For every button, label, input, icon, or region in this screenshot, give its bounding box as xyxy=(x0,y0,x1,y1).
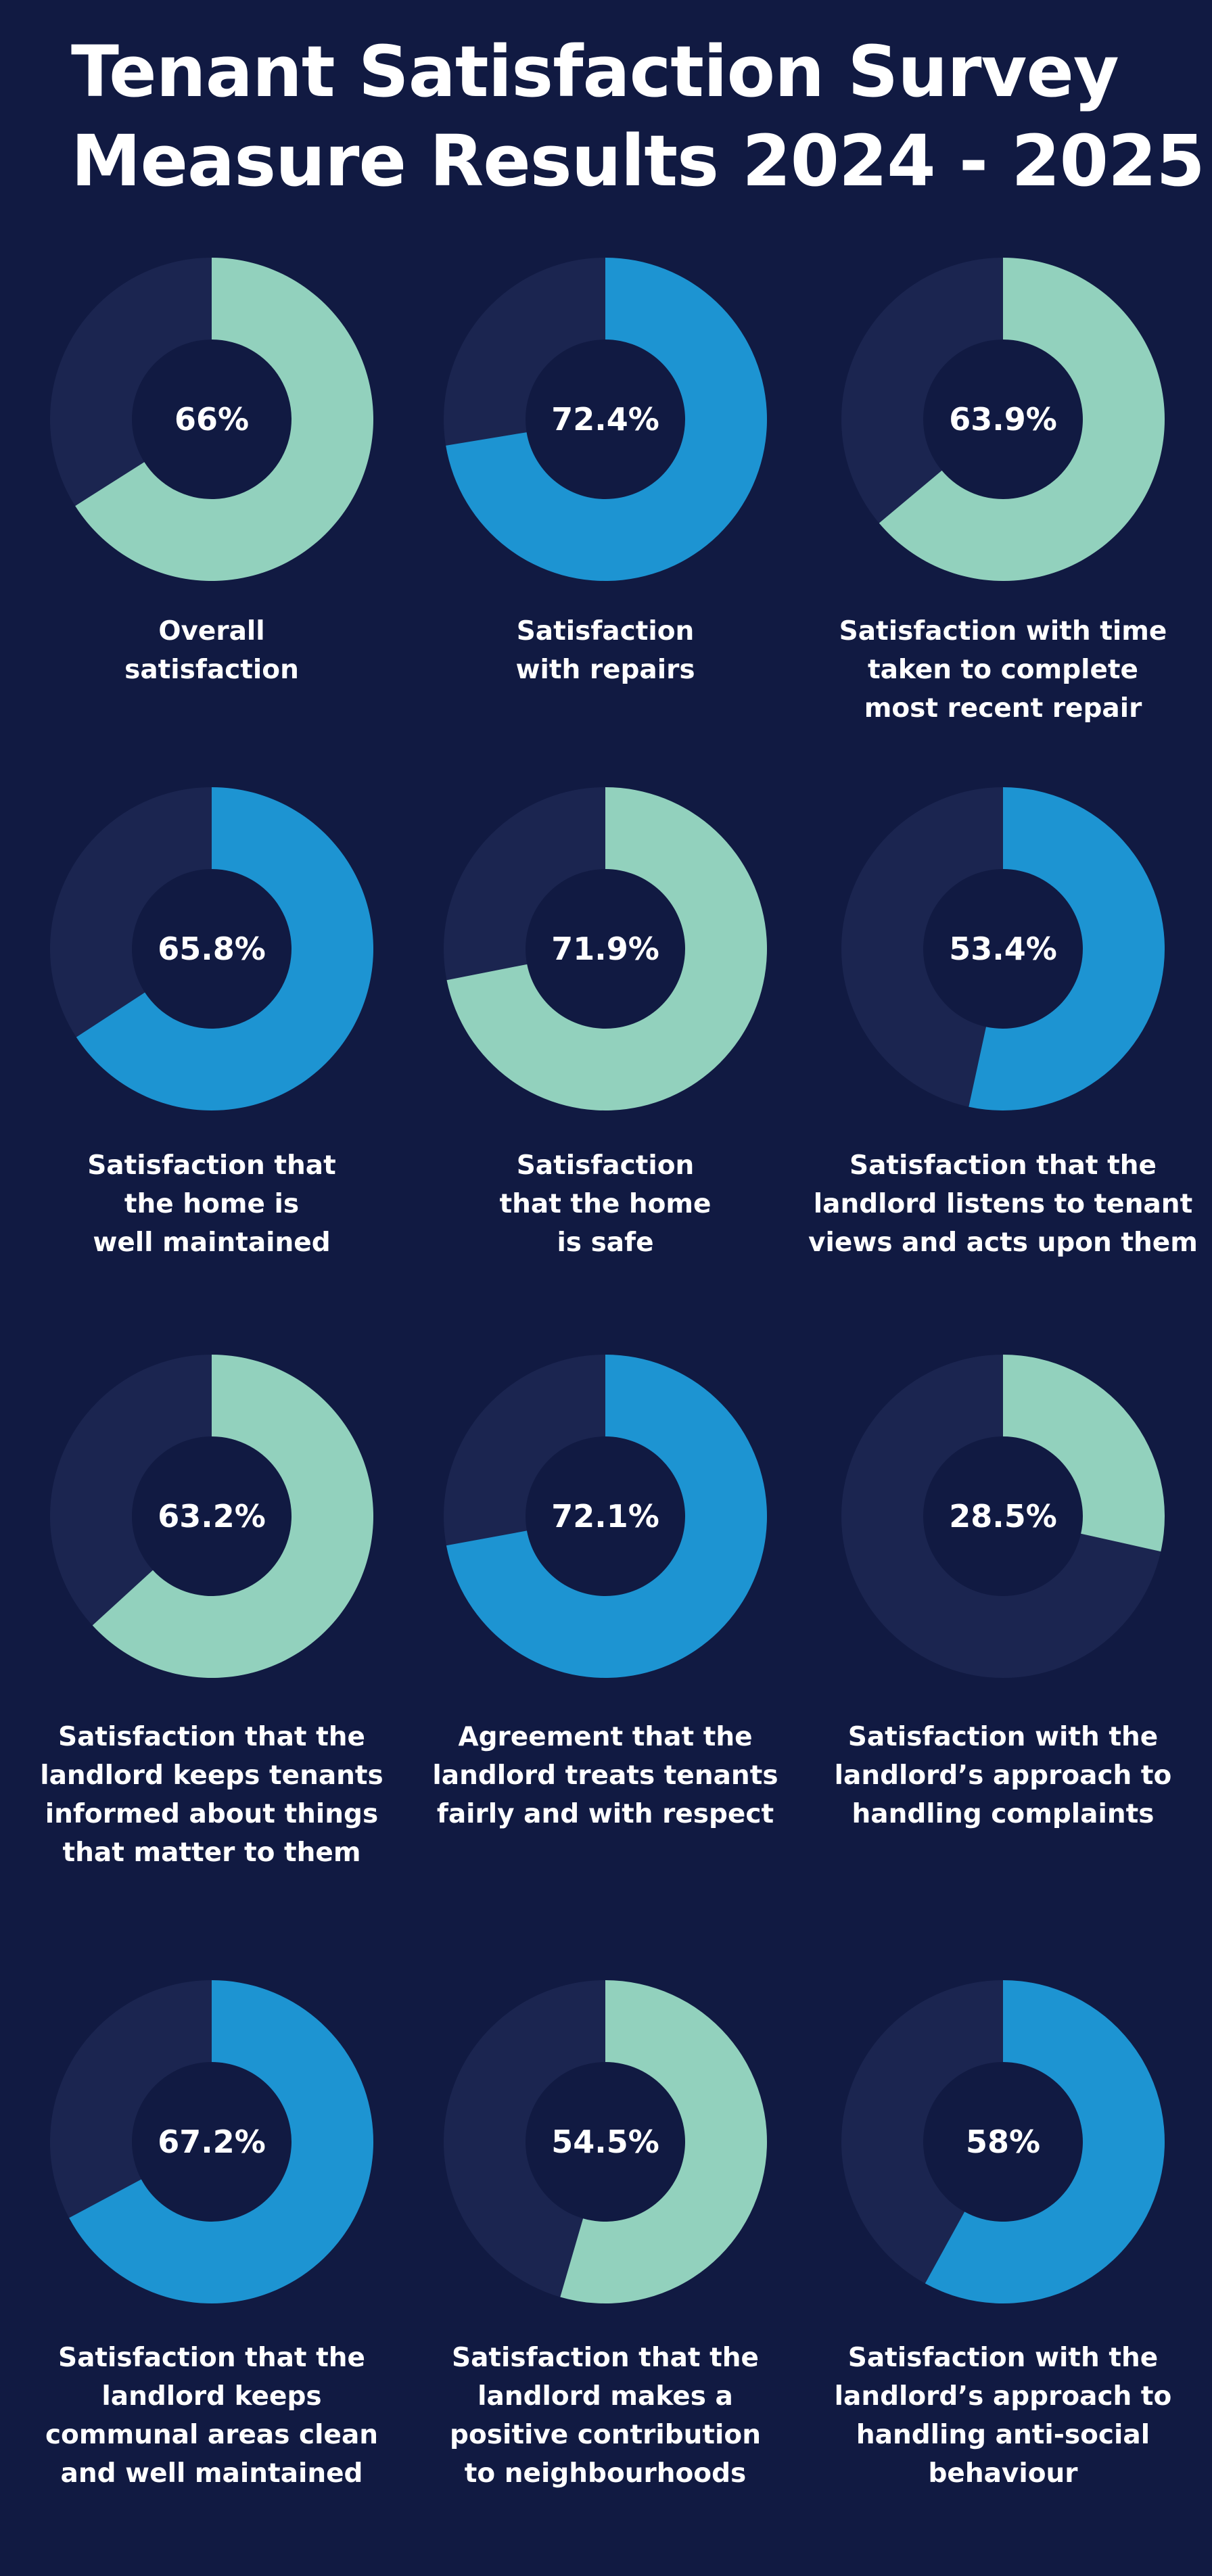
donut-chart-3: 63.9% xyxy=(841,258,1165,581)
donut-value-segment xyxy=(879,258,1165,581)
donut-percent-label: 66% xyxy=(174,401,249,438)
donut-value-segment xyxy=(69,1980,374,2303)
donut-value-segment xyxy=(1003,1355,1165,1552)
donut-percent-label: 65.8% xyxy=(158,931,266,967)
donut-value-segment xyxy=(75,258,373,581)
donut-caption: Satisfaction that the home is safe xyxy=(499,1150,712,1258)
donut-value-segment xyxy=(560,1980,767,2303)
donut-chart-2: 72.4% xyxy=(444,258,767,582)
donut-chart-9: 28.5% xyxy=(841,1355,1165,1678)
donut-caption: Satisfaction that the landlord listens t… xyxy=(808,1150,1198,1258)
donut-percent-label: 67.2% xyxy=(158,2124,266,2160)
donut-caption: Satisfaction with the landlord’s approac… xyxy=(834,2343,1172,2489)
donut-caption: Satisfaction that the landlord makes a p… xyxy=(450,2343,761,2489)
donut-chart-6: 53.4% xyxy=(841,787,1165,1110)
donut-value-segment xyxy=(969,787,1165,1110)
page-title: Tenant Satisfaction Survey Measure Resul… xyxy=(71,27,1205,206)
donut-caption: Satisfaction with the landlord’s approac… xyxy=(834,1722,1172,1829)
donut-caption: Satisfaction with time taken to complete… xyxy=(839,616,1167,724)
donut-value-segment xyxy=(925,1980,1165,2303)
donut-percent-label: 63.2% xyxy=(158,1498,266,1535)
donut-chart-4: 65.8% xyxy=(50,787,373,1110)
donut-caption: Satisfaction that the landlord keeps com… xyxy=(45,2343,379,2489)
donut-caption: Agreement that the landlord treats tenan… xyxy=(432,1722,778,1829)
page-title-line-1: Tenant Satisfaction Survey xyxy=(71,30,1119,113)
donut-percent-label: 72.1% xyxy=(551,1498,659,1535)
donut-caption: Satisfaction that the landlord keeps ten… xyxy=(40,1722,383,1868)
donut-value-segment xyxy=(446,1355,767,1678)
donut-caption: Overall satisfaction xyxy=(124,616,299,685)
donut-value-segment xyxy=(92,1355,373,1678)
donut-percent-label: 72.4% xyxy=(551,401,659,438)
donut-value-segment xyxy=(446,258,767,582)
donut-percent-label: 71.9% xyxy=(551,931,659,967)
page-title-line-2: Measure Results 2024 - 2025 xyxy=(71,120,1205,202)
donut-percent-label: 28.5% xyxy=(949,1498,1057,1535)
donut-value-segment xyxy=(76,787,373,1110)
donut-caption: Satisfaction that the home is well maint… xyxy=(87,1150,336,1258)
donut-percent-label: 53.4% xyxy=(949,931,1057,967)
donut-chart-11: 54.5% xyxy=(444,1980,767,2303)
donut-caption: Satisfaction with repairs xyxy=(515,616,695,685)
donut-percent-label: 54.5% xyxy=(551,2124,659,2160)
donut-chart-5: 71.9% xyxy=(444,787,767,1110)
donut-chart-1: 66% xyxy=(50,258,373,581)
donut-chart-8: 72.1% xyxy=(444,1355,767,1678)
donut-percent-label: 58% xyxy=(966,2124,1040,2160)
donut-chart-12: 58% xyxy=(841,1980,1165,2303)
donut-percent-label: 63.9% xyxy=(949,401,1057,438)
donut-chart-7: 63.2% xyxy=(50,1355,373,1678)
donut-chart-10: 67.2% xyxy=(50,1980,374,2303)
donut-value-segment xyxy=(446,787,767,1110)
